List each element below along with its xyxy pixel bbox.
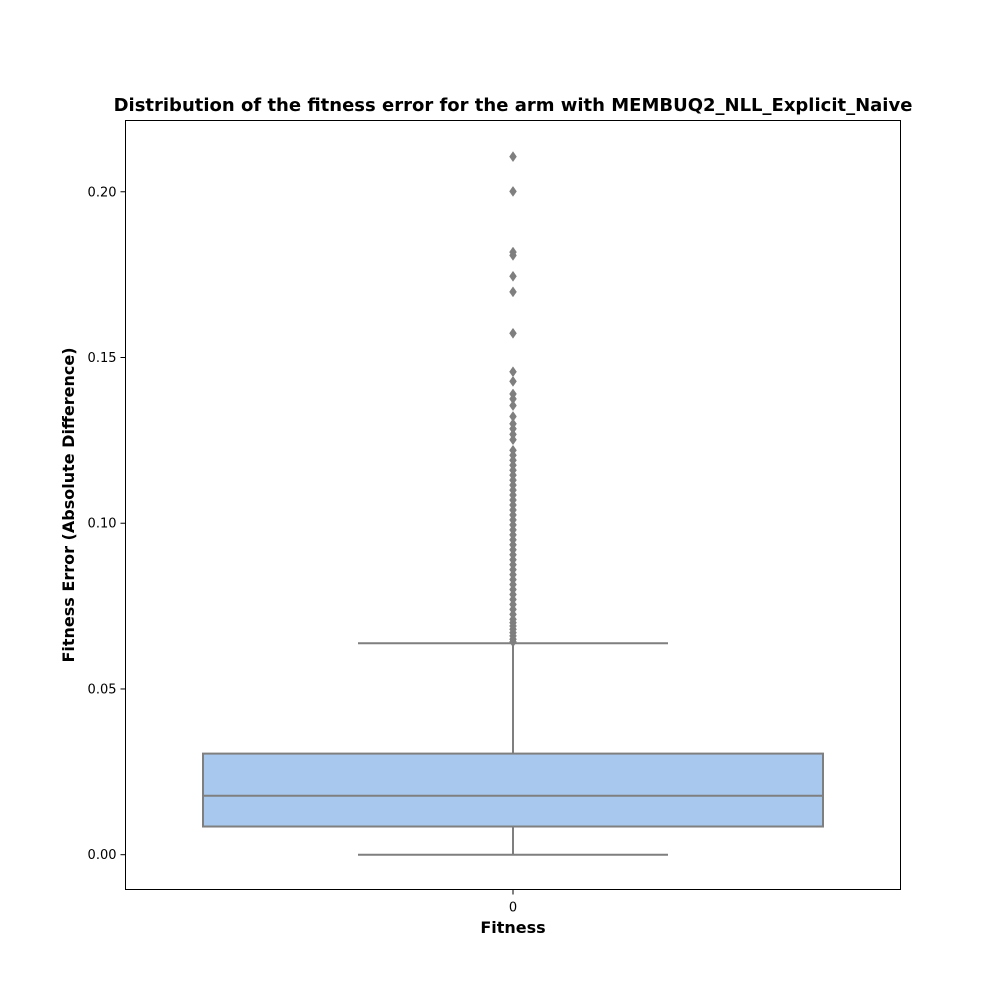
outlier-point — [509, 636, 517, 648]
x-tick-label: 0 — [509, 901, 517, 916]
x-axis-label: Fitness — [480, 918, 545, 937]
box-plot-series — [202, 642, 824, 856]
y-tick-label: 0.00 — [88, 848, 117, 863]
chart-title: Distribution of the fitness error for th… — [114, 95, 913, 116]
y-tick-label: 0.05 — [88, 682, 117, 697]
y-tick-label: 0.20 — [88, 185, 117, 200]
interquartile-box — [202, 752, 824, 828]
outlier-point — [509, 400, 517, 411]
outlier-points — [509, 151, 517, 648]
y-axis: 0.00 0.05 0.10 0.15 0.20 — [88, 185, 126, 863]
outlier-point — [509, 286, 517, 298]
y-tick-label: 0.10 — [88, 517, 117, 532]
outlier-point — [509, 270, 517, 282]
outlier-point — [509, 249, 517, 261]
y-axis-label: Fitness Error (Absolute Difference) — [59, 347, 78, 662]
x-axis: 0 — [509, 889, 517, 916]
outlier-point — [509, 434, 517, 446]
outlier-point — [509, 366, 517, 378]
outlier-point — [509, 185, 517, 197]
outlier-point — [509, 375, 517, 387]
outlier-point — [509, 327, 517, 339]
outlier-point — [509, 151, 517, 163]
y-tick-label: 0.15 — [88, 351, 117, 366]
